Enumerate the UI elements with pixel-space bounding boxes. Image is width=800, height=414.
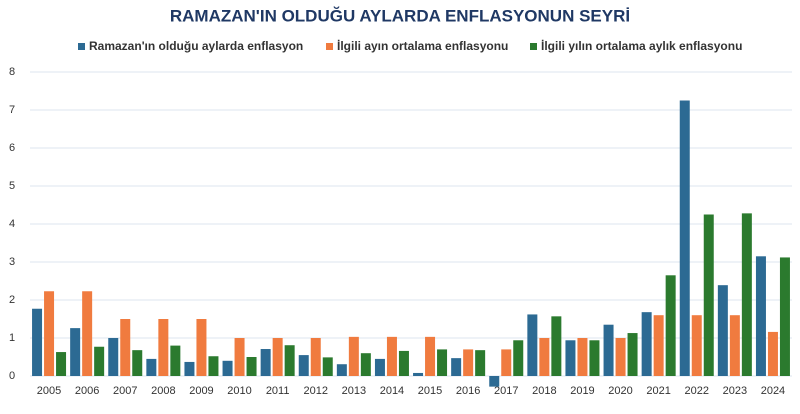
bar <box>374 358 385 376</box>
bar <box>603 324 614 376</box>
bar <box>44 291 55 376</box>
bar <box>413 372 424 376</box>
legend-swatch <box>326 43 333 50</box>
x-tick-label: 2011 <box>266 385 290 397</box>
legend-swatch <box>78 43 85 50</box>
bar <box>322 357 333 376</box>
bar <box>779 257 790 376</box>
bar <box>208 356 219 376</box>
bar <box>82 291 93 376</box>
bar <box>70 328 81 376</box>
bar <box>489 376 500 387</box>
y-tick-label: 5 <box>9 180 15 192</box>
bar <box>741 213 752 376</box>
bar <box>437 349 448 376</box>
x-tick-label: 2016 <box>456 385 480 397</box>
x-tick-label: 2020 <box>608 385 632 397</box>
bar <box>386 336 397 376</box>
x-tick-label: 2006 <box>75 385 99 397</box>
bar <box>729 315 740 376</box>
y-tick-label: 7 <box>9 104 15 116</box>
x-tick-label: 2018 <box>532 385 556 397</box>
y-tick-label: 0 <box>9 370 15 382</box>
y-tick-label: 1 <box>9 332 15 344</box>
bar <box>310 338 321 376</box>
bar <box>56 352 67 376</box>
bar <box>755 256 766 376</box>
x-tick-label: 2019 <box>570 385 594 397</box>
y-tick-label: 4 <box>9 218 15 230</box>
bar <box>184 361 195 376</box>
bar <box>565 340 576 376</box>
bar <box>94 346 105 376</box>
x-tick-label: 2010 <box>227 385 251 397</box>
bar <box>348 336 359 376</box>
bar <box>120 319 131 376</box>
x-tick-label: 2021 <box>646 385 670 397</box>
bar <box>32 308 43 376</box>
bar <box>641 312 652 376</box>
bar <box>577 338 588 376</box>
bar <box>717 285 728 376</box>
chart-title: RAMAZAN'IN OLDUĞU AYLARDA ENFLASYONUN SE… <box>170 6 630 25</box>
x-tick-label: 2015 <box>418 385 442 397</box>
x-tick-label: 2024 <box>761 385 785 397</box>
bar <box>360 353 371 376</box>
bar <box>527 314 538 376</box>
bar <box>665 275 676 376</box>
bar <box>132 350 143 376</box>
bar <box>260 349 271 376</box>
bar <box>398 350 409 376</box>
bar <box>463 349 474 376</box>
legend-swatch <box>530 43 537 50</box>
bar <box>284 345 295 376</box>
bar <box>679 100 690 376</box>
x-tick-label: 2022 <box>685 385 709 397</box>
x-tick-label: 2008 <box>151 385 175 397</box>
y-tick-label: 8 <box>9 66 15 78</box>
bar <box>298 355 309 376</box>
bar <box>108 338 119 376</box>
bar <box>246 357 257 376</box>
bar <box>475 350 486 376</box>
x-tick-label: 2014 <box>380 385 404 397</box>
bar <box>539 338 550 376</box>
bar <box>170 345 181 376</box>
x-tick-label: 2009 <box>189 385 213 397</box>
x-tick-label: 2023 <box>723 385 747 397</box>
y-tick-label: 2 <box>9 294 15 306</box>
bar <box>767 331 778 376</box>
x-tick-label: 2017 <box>494 385 518 397</box>
bar <box>703 214 714 376</box>
bar <box>146 358 157 376</box>
bar <box>222 360 233 376</box>
x-tick-label: 2013 <box>342 385 366 397</box>
bar <box>196 319 207 376</box>
bar <box>627 333 638 376</box>
legend-label: İlgili yılın ortalama aylık enflasyonu <box>541 38 742 53</box>
legend-label: İlgili ayın ortalama enflasyonu <box>337 38 508 53</box>
legend-label: Ramazan'ın olduğu aylarda enflasyon <box>89 39 303 53</box>
bar <box>272 338 283 376</box>
x-tick-label: 2012 <box>304 385 328 397</box>
y-tick-label: 3 <box>9 256 15 268</box>
bar <box>589 340 600 376</box>
y-tick-label: 6 <box>9 142 15 154</box>
bar <box>451 358 462 376</box>
x-tick-label: 2007 <box>113 385 137 397</box>
bar <box>653 315 664 376</box>
bar <box>158 319 169 376</box>
x-tick-label: 2005 <box>37 385 61 397</box>
bar <box>425 336 436 376</box>
bar <box>234 338 245 376</box>
bar <box>615 338 626 376</box>
bar <box>501 349 512 376</box>
bar <box>336 364 347 376</box>
bar <box>551 316 562 376</box>
bar <box>691 315 702 376</box>
bar <box>513 340 524 376</box>
